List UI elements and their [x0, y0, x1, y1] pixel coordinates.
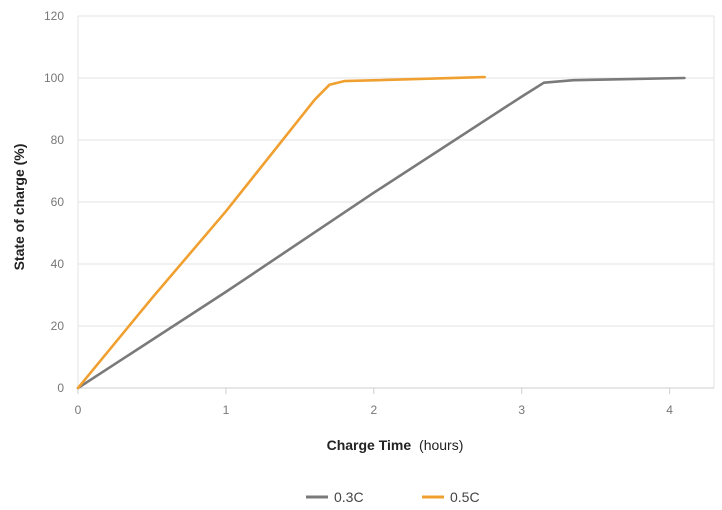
legend-label-0.3C: 0.3C: [334, 489, 364, 505]
y-tick-label: 40: [51, 257, 65, 271]
gridlines: [78, 15, 714, 327]
y-tick-label: 20: [51, 319, 65, 333]
x-axis-title-unit: (hours): [419, 437, 463, 453]
y-axis-title: State of charge (%): [11, 144, 27, 271]
series-line-0.3C: [76, 76, 686, 390]
y-tick-label: 0: [57, 381, 64, 395]
x-axis-title-bold: Charge Time: [327, 437, 412, 453]
y-tick-label: 80: [51, 133, 65, 147]
y-tick-label: 120: [44, 9, 64, 23]
legend-label-0.5C: 0.5C: [450, 489, 480, 505]
x-tick-label: 3: [518, 403, 525, 417]
y-tick-labels: 0 20 40 60 80 100 120: [44, 9, 64, 395]
series-lines: [76, 75, 686, 390]
x-tick-labels: 0 1 2 3 4: [75, 403, 674, 417]
series-line-0.5C: [76, 75, 486, 390]
axes: [77, 16, 715, 394]
x-tick-label: 1: [223, 403, 230, 417]
x-tick-label: 0: [75, 403, 82, 417]
legend: 0.3C 0.5C: [306, 489, 480, 505]
y-tick-label: 60: [51, 195, 65, 209]
x-axis-title: Charge Time (hours): [327, 437, 464, 453]
y-tick-label: 100: [44, 71, 64, 85]
x-tick-label: 4: [666, 403, 673, 417]
x-tick-label: 2: [370, 403, 377, 417]
